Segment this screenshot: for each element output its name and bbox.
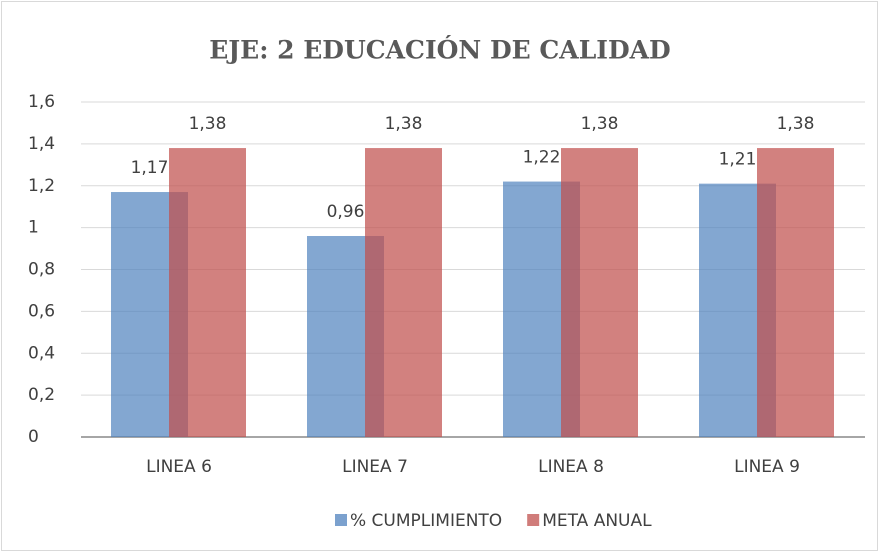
data-label: 1,38 bbox=[189, 114, 227, 134]
data-label: 1,22 bbox=[523, 148, 561, 168]
y-tick-label: 0,2 bbox=[28, 385, 55, 405]
y-tick-label: 0,4 bbox=[28, 343, 55, 363]
y-tick-label: 1,4 bbox=[28, 134, 55, 154]
bar bbox=[365, 148, 442, 437]
legend-label: % CUMPLIMIENTO bbox=[350, 511, 502, 531]
x-tick-label: LINEA 6 bbox=[146, 457, 212, 477]
bar bbox=[757, 148, 834, 437]
y-tick-label: 0,8 bbox=[28, 260, 55, 280]
x-tick-label: LINEA 9 bbox=[734, 457, 800, 477]
y-tick-label: 1,6 bbox=[28, 92, 55, 112]
legend-label: META ANUAL bbox=[542, 511, 652, 531]
data-label: 1,38 bbox=[777, 114, 815, 134]
data-label: 1,38 bbox=[385, 114, 423, 134]
data-label: 0,96 bbox=[327, 202, 365, 222]
y-tick-label: 1,2 bbox=[28, 176, 55, 196]
data-label: 1,17 bbox=[131, 158, 169, 178]
y-tick-label: 1 bbox=[28, 218, 39, 238]
data-label: 1,38 bbox=[581, 114, 619, 134]
x-tick-label: LINEA 8 bbox=[538, 457, 604, 477]
bar bbox=[169, 148, 246, 437]
x-tick-label: LINEA 7 bbox=[342, 457, 408, 477]
legend-swatch bbox=[335, 514, 347, 526]
y-tick-label: 0 bbox=[28, 427, 39, 447]
bar bbox=[561, 148, 638, 437]
data-label: 1,21 bbox=[719, 150, 757, 170]
legend-swatch bbox=[527, 514, 540, 526]
y-tick-label: 0,6 bbox=[28, 301, 55, 321]
chart-title: EJE: 2 EDUCACIÓN DE CALIDAD bbox=[209, 36, 671, 65]
